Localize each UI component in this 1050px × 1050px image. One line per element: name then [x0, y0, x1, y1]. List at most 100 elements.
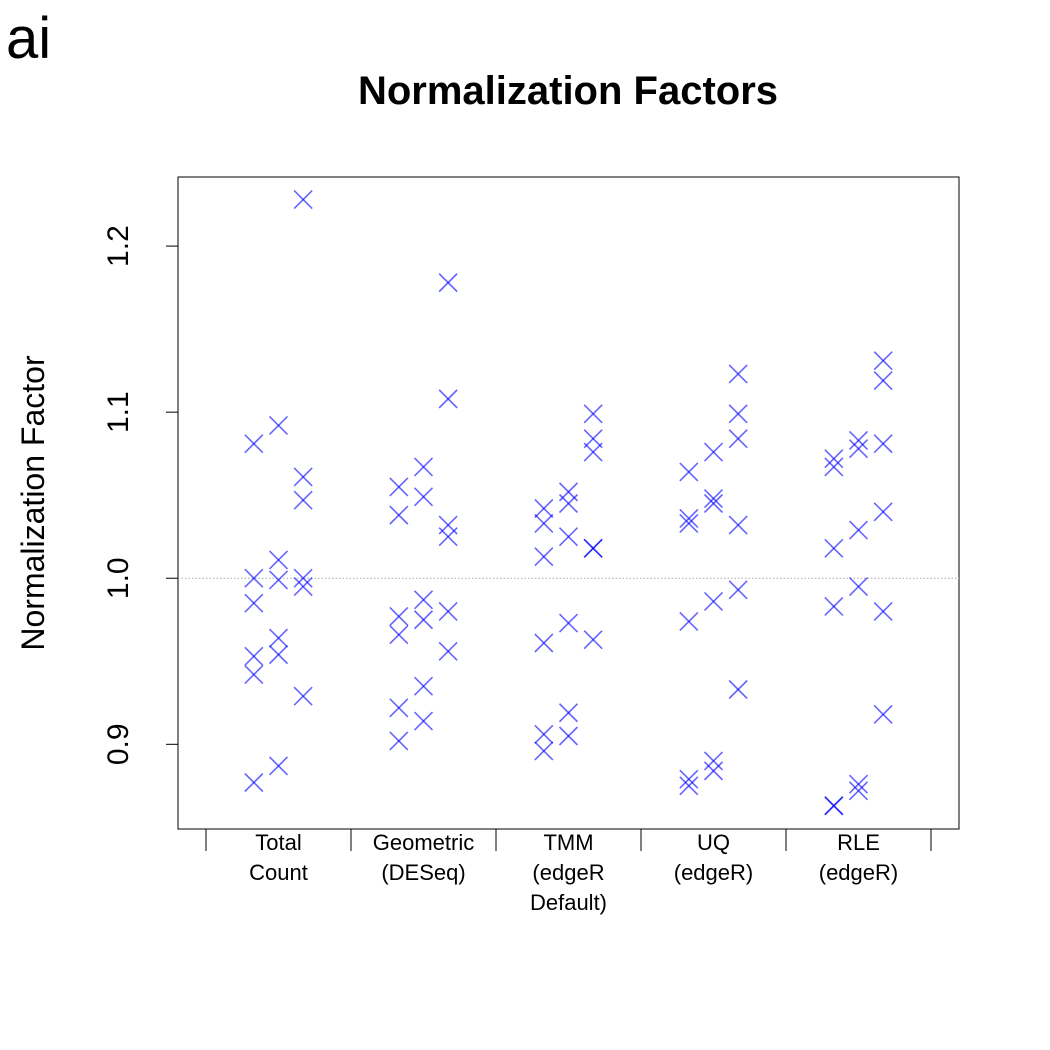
point-stroke: [268, 570, 289, 590]
point: [438, 601, 458, 622]
point: [824, 796, 844, 816]
point: [873, 704, 893, 724]
y-tick-label: 1.2: [102, 225, 135, 267]
point: [438, 527, 458, 547]
point: [534, 724, 554, 744]
point: [728, 515, 748, 535]
point: [438, 389, 458, 409]
point-stroke: [389, 731, 409, 751]
y-tick-label: 0.9: [102, 723, 135, 765]
point-stroke: [703, 488, 724, 509]
point-stroke: [679, 776, 699, 796]
point: [558, 527, 579, 547]
point-stroke: [438, 601, 458, 622]
point: [244, 593, 264, 613]
point: [438, 641, 458, 661]
point: [558, 493, 579, 514]
point-stroke: [413, 487, 434, 507]
point-stroke: [438, 641, 458, 661]
point-stroke: [728, 515, 748, 535]
point: [413, 457, 434, 477]
point: [293, 686, 313, 706]
point-stroke: [848, 576, 869, 597]
point: [293, 490, 313, 510]
y-tick-label: 1.0: [102, 557, 135, 599]
point-stroke: [728, 679, 748, 700]
x-tick-label: Total: [255, 830, 301, 855]
point: [703, 493, 724, 514]
point-stroke: [293, 490, 313, 510]
point: [389, 606, 409, 626]
point: [293, 568, 313, 588]
point: [848, 781, 869, 801]
point: [848, 520, 869, 540]
point-stroke: [873, 371, 893, 391]
point-stroke: [873, 502, 893, 522]
point-stroke: [558, 527, 579, 547]
point-stroke: [679, 462, 699, 482]
point: [534, 513, 554, 533]
point: [583, 404, 603, 424]
point: [389, 698, 409, 718]
point: [558, 703, 579, 723]
point-stroke: [244, 434, 264, 454]
x-tick-label: Count: [249, 860, 308, 885]
point-stroke: [268, 645, 289, 665]
point: [583, 538, 603, 558]
point-stroke: [583, 538, 603, 558]
point: [703, 488, 724, 509]
point-stroke: [244, 593, 264, 613]
point-stroke: [389, 625, 409, 645]
point-stroke: [848, 430, 869, 450]
point: [824, 457, 844, 477]
x-tick-label: (edgeR): [819, 860, 898, 885]
x-tick-label: (edgeR: [532, 860, 604, 885]
point: [534, 547, 554, 567]
point-stroke: [583, 630, 603, 650]
point-stroke: [824, 796, 844, 816]
point: [389, 625, 409, 645]
panel-label: ai: [6, 6, 51, 71]
point: [534, 741, 554, 761]
point-stroke: [679, 508, 699, 529]
x-tick-label: Geometric: [373, 830, 474, 855]
point-stroke: [438, 527, 458, 547]
point: [268, 415, 289, 436]
point-stroke: [873, 704, 893, 724]
point-stroke: [389, 698, 409, 718]
point: [679, 611, 699, 631]
x-tick-label: Default): [530, 890, 607, 915]
point-stroke: [728, 364, 748, 384]
point-stroke: [679, 611, 699, 631]
point-stroke: [558, 493, 579, 514]
point: [413, 676, 434, 696]
point-stroke: [703, 442, 724, 462]
point: [268, 628, 289, 648]
point: [244, 664, 264, 685]
point: [244, 568, 264, 588]
point: [268, 645, 289, 665]
point-stroke: [848, 439, 869, 459]
point: [583, 630, 603, 650]
point-stroke: [824, 449, 844, 469]
point: [873, 502, 893, 522]
point: [679, 513, 699, 533]
point: [558, 726, 579, 746]
point-stroke: [583, 442, 603, 462]
point-stroke: [848, 520, 869, 540]
x-tick-label: UQ: [697, 830, 730, 855]
point-stroke: [534, 724, 554, 744]
point: [244, 772, 264, 793]
point-stroke: [413, 457, 434, 477]
point: [413, 487, 434, 507]
point: [703, 751, 724, 771]
point: [268, 570, 289, 590]
point: [848, 774, 869, 794]
point-stroke: [244, 646, 264, 666]
point: [873, 371, 893, 391]
point: [824, 596, 844, 617]
point-stroke: [534, 633, 554, 653]
point-stroke: [873, 434, 893, 454]
x-tick-label: (edgeR): [674, 860, 753, 885]
point-stroke: [389, 477, 409, 497]
